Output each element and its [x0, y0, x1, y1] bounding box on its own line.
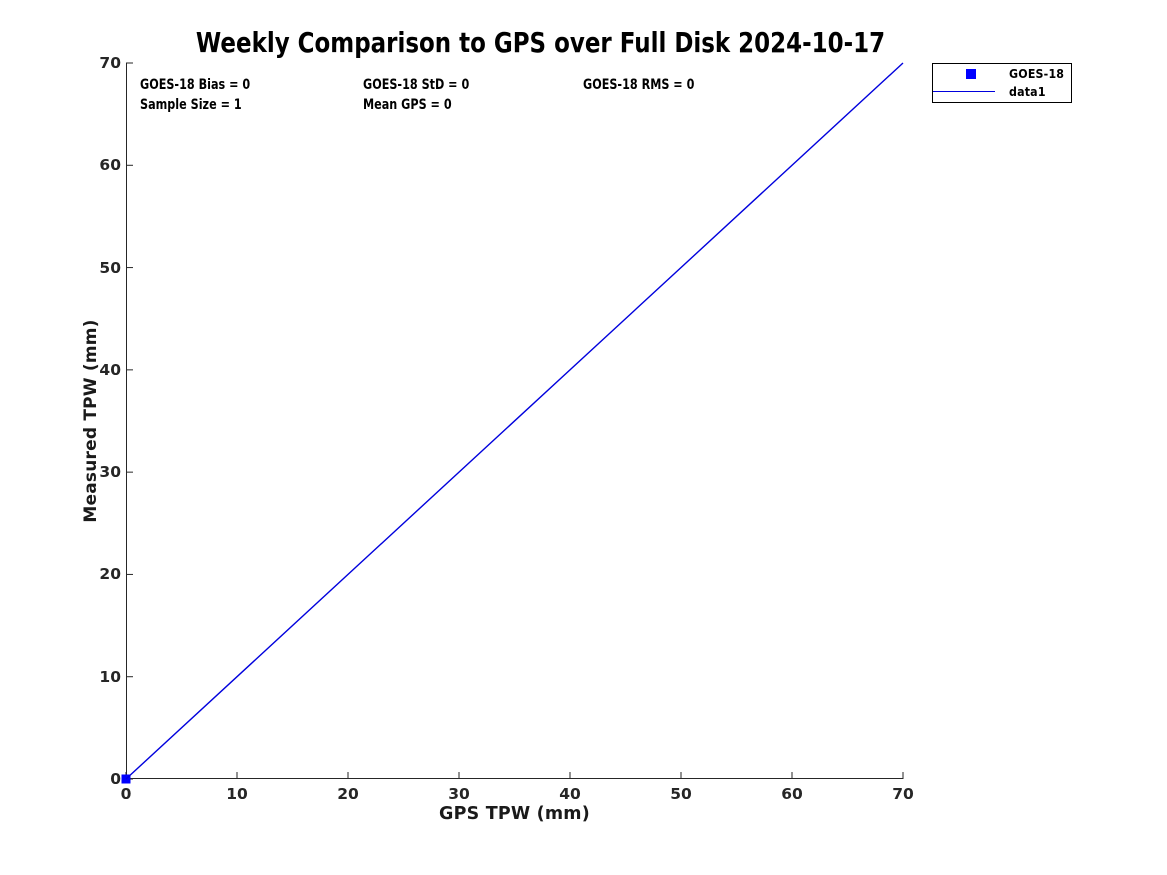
y-tick-label: 10	[99, 667, 121, 686]
y-tick-label: 20	[99, 565, 121, 584]
y-tick-label: 60	[99, 156, 121, 175]
x-tick-label: 40	[559, 785, 581, 803]
annotation-bias: GOES-18 Bias = 0	[140, 77, 251, 93]
x-axis-label: GPS TPW (mm)	[439, 804, 590, 824]
x-tick-label: 20	[337, 785, 359, 803]
plot-area	[121, 62, 904, 784]
y-tick-label: 0	[110, 770, 121, 788]
legend-entry-goes18: GOES-18	[933, 67, 1071, 82]
legend-label-data1: data1	[1009, 84, 1046, 99]
chart-title: Weekly Comparison to GPS over Full Disk …	[195, 26, 886, 59]
plot-canvas	[121, 62, 904, 784]
legend: GOES-18 data1	[932, 63, 1072, 103]
legend-label-goes18: GOES-18	[1009, 67, 1065, 82]
legend-swatch-area	[933, 91, 1009, 93]
x-tick-label: 60	[781, 785, 803, 803]
y-tick-label: 30	[99, 463, 121, 482]
data-line-data1	[125, 62, 904, 780]
annotation-sample-size: Sample Size = 1	[140, 97, 242, 113]
x-tick-label: 0	[120, 785, 132, 803]
legend-square-marker-icon	[966, 69, 976, 80]
y-tick-label: 50	[99, 258, 121, 277]
x-tick-label: 10	[226, 785, 248, 803]
legend-entry-data1: data1	[933, 84, 1071, 99]
legend-swatch-area	[933, 69, 1009, 80]
y-axis-label: Measured TPW (mm)	[81, 319, 101, 523]
x-tick-label: 70	[892, 785, 914, 803]
x-tick-label: 30	[448, 785, 470, 803]
annotation-rms: GOES-18 RMS = 0	[583, 77, 695, 93]
x-tick-label: 50	[670, 785, 692, 803]
annotation-mean-gps: Mean GPS = 0	[363, 97, 452, 113]
y-tick-label: 40	[99, 360, 121, 379]
y-tick-label: 70	[99, 54, 121, 72]
annotation-std: GOES-18 StD = 0	[363, 77, 470, 93]
legend-line-icon	[933, 91, 995, 93]
